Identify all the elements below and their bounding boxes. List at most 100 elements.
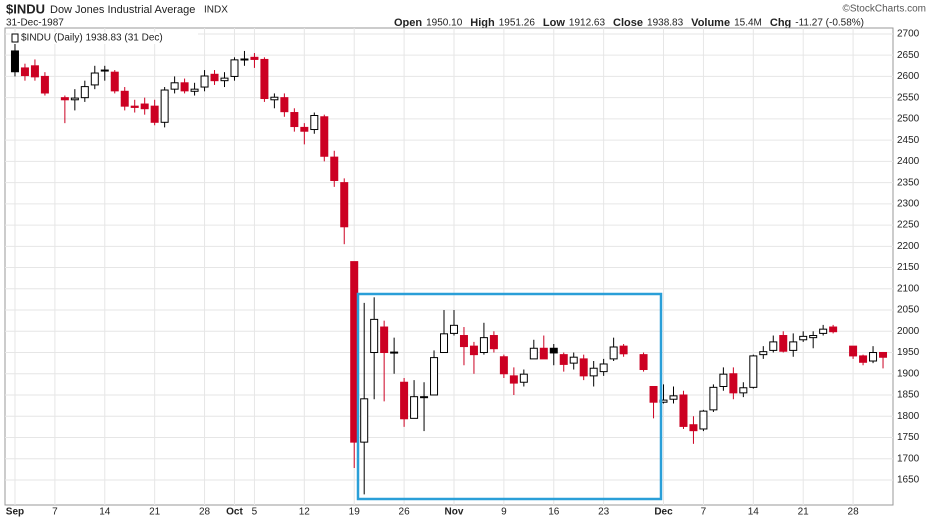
candle-body [120,90,129,107]
x-tick-label: 28 [848,507,860,518]
quote-label: Open [394,17,422,29]
x-tick-label: Oct [226,507,243,518]
axes: 1650 1700 1750 1800 1850 1900 1950 2000 2050 2100… [6,29,920,518]
exchange: INDX [204,5,228,16]
candle-body [529,347,538,360]
candles [10,42,888,495]
candle-body [859,355,868,363]
candle-body [719,373,728,387]
candle-body [90,72,99,86]
x-tick-label: 12 [299,507,311,518]
candle-body [809,335,818,339]
quote-label: Chg [770,17,791,29]
y-tick-label: 1750 [897,432,920,443]
candle-body [60,97,69,101]
candle-body [440,333,449,354]
quote-value: 1951.26 [499,18,536,29]
x-tick-label: 16 [548,507,560,518]
candle-body [829,326,838,333]
quote-label: Close [613,17,643,29]
candle-body [769,341,778,351]
candle-body [40,75,49,94]
quote-value: 1938.83 [647,18,684,29]
x-tick-label: 14 [99,507,111,518]
candle-body [70,97,79,101]
candle-body [230,59,239,77]
candle-body [220,77,229,82]
plot-area [4,27,894,506]
candle-body [340,182,349,228]
y-tick-label: 2700 [897,29,920,40]
candle-body [749,355,758,388]
legend: $INDU (Daily) 1938.83 (31 Dec) [21,33,163,44]
candle-body [430,357,439,396]
candle-body [130,105,139,108]
y-tick-label: 2150 [897,262,920,273]
y-tick-label: 2550 [897,92,920,103]
x-tick-label: 14 [748,507,760,518]
quote-value: 1912.63 [569,18,606,29]
legend-bg [10,32,198,44]
candle-body [599,363,608,373]
candle-body [879,351,888,358]
y-tick-label: 2350 [897,177,920,188]
quote-bar: Open 1950.10 High 1951.26 Low 1912.63 Close 193… [394,17,864,29]
y-tick-label: 2400 [897,156,920,167]
candle-body [609,346,618,360]
candle-body [639,354,648,371]
candle-body [819,328,828,334]
candle-body [260,58,269,100]
candle-body [250,56,259,60]
candle-body [499,356,508,375]
x-tick-label: 21 [798,507,810,518]
x-tick-label: Sep [6,507,24,518]
candle-body [689,424,698,432]
y-tick-label: 2450 [897,135,920,146]
candle-body [759,351,768,356]
candle-body [619,345,628,355]
y-tick-label: 2200 [897,241,920,252]
candle-body [679,394,688,427]
candle-body [559,354,568,365]
x-tick-label: 9 [501,507,507,518]
candle-body [789,341,798,351]
x-tick-label: 23 [598,507,610,518]
quote-value: 15.4M [734,18,762,29]
candle-body [410,396,419,419]
legend-icon [11,33,19,43]
quote-label: High [470,17,495,29]
source: ©StockCharts.com [842,4,926,15]
candle-body [350,261,359,443]
candle-body [190,88,199,92]
candle-body [589,367,598,377]
x-tick-label: Dec [654,507,673,518]
y-tick-label: 2300 [897,198,920,209]
candle-body [370,318,379,354]
candle-body [240,58,249,61]
x-tick-label: 19 [349,507,361,518]
candle-body [669,395,678,400]
candle-body [200,75,209,88]
candle-body [649,385,658,403]
security-name: Dow Jones Industrial Average [50,4,195,16]
candle-body [869,352,878,362]
y-tick-label: 2250 [897,220,920,231]
candle-body [549,347,558,354]
y-tick-label: 2500 [897,114,920,125]
candle-body [100,69,109,72]
candle-body [110,71,119,92]
candle-body [150,105,159,123]
candle-body [509,375,518,384]
candle-body [729,373,738,394]
highlight-box [356,292,663,501]
candle-body [20,67,29,77]
candle-body [210,73,219,82]
candle-body [330,156,339,181]
candle-body [270,96,279,101]
candle-body [579,358,588,377]
candle-body [180,82,189,92]
candle-body [420,396,429,399]
y-tick-label: 2050 [897,305,920,316]
y-tick-label: 2600 [897,71,920,82]
